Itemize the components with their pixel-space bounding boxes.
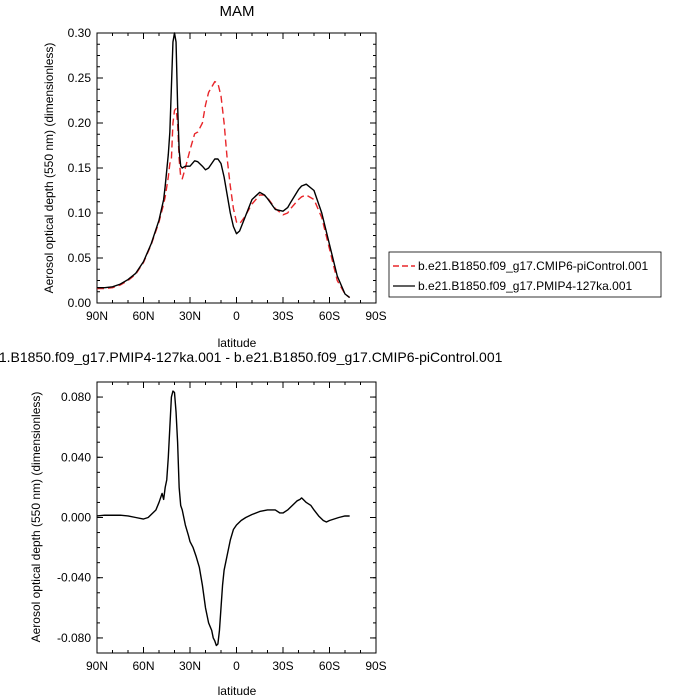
bottom-y-tick-label: -0.040	[57, 571, 91, 585]
top-x-tick-label: 90N	[86, 309, 108, 323]
bottom-x-axis-label: latitude	[218, 684, 257, 698]
bottom-x-tick-label: 30N	[179, 659, 201, 673]
top-x-tick-label: 30S	[272, 309, 293, 323]
bottom-x-tick-label: 60S	[319, 659, 340, 673]
bottom-y-tick-label: -0.080	[57, 631, 91, 645]
top-plot-area: 90N 60N 30N 0 30S 60S 90S 0.00 0.05 0.10 0.15 0.20 0…	[68, 26, 387, 323]
top-chart-title: MAM	[220, 3, 255, 20]
bottom-x-tick-label: 30S	[272, 659, 293, 673]
top-y-axis-label: Aerosol optical depth (550 nm) (dimensio…	[42, 43, 56, 294]
bottom-x-tick-label: 0	[233, 659, 240, 673]
bottom-panel: b.e21.B1850.f09_g17.PMIP4-127ka.001 - b.…	[0, 349, 503, 698]
bottom-plot-area: 90N 60N 30N 0 30S 60S 90S 0.080 0.040 0.000 -0.040…	[57, 381, 387, 673]
bottom-y-axis-label: Aerosol optical depth (550 nm) (dimensio…	[29, 392, 43, 643]
top-x-tick-label: 0	[233, 309, 240, 323]
legend-box	[388, 251, 662, 298]
top-y-tick-label: 0.05	[68, 251, 92, 265]
top-y-tick-label: 0.00	[68, 296, 92, 310]
top-x-tick-label: 60S	[319, 309, 340, 323]
bottom-y-tick-label: 0.080	[61, 390, 91, 404]
bottom-y-tick-label: 0.000	[61, 511, 91, 525]
legend-label-127ka: b.e21.B1850.f09_g17.PMIP4-127ka.001	[418, 279, 632, 293]
legend: b.e21.B1850.f09_g17.CMIP6-piControl.001 …	[388, 251, 662, 298]
top-panel: MAM Aerosol optical depth (550 nm) (dime…	[42, 3, 662, 350]
top-x-axis-label: latitude	[218, 336, 257, 350]
top-x-tick-label: 30N	[179, 309, 201, 323]
top-y-tick-label: 0.30	[68, 26, 92, 40]
top-series-line-1	[97, 32, 351, 299]
bottom-x-tick-label: 90S	[365, 659, 386, 673]
top-y-tick-label: 0.15	[68, 161, 92, 175]
legend-label-picontrol: b.e21.B1850.f09_g17.CMIP6-piControl.001	[418, 259, 648, 273]
top-x-tick-label: 60N	[132, 309, 154, 323]
top-y-tick-label: 0.20	[68, 116, 92, 130]
bottom-chart-title: b.e21.B1850.f09_g17.PMIP4-127ka.001 - b.…	[0, 349, 503, 365]
top-y-tick-label: 0.10	[68, 206, 92, 220]
top-series-line-0	[97, 80, 351, 299]
bottom-x-tick-label: 60N	[132, 659, 154, 673]
top-x-tick-label: 90S	[365, 309, 386, 323]
bottom-series-line-0	[96, 390, 350, 647]
bottom-x-tick-label: 90N	[86, 659, 108, 673]
top-y-tick-label: 0.25	[68, 71, 92, 85]
bottom-y-tick-label: 0.040	[61, 450, 91, 464]
